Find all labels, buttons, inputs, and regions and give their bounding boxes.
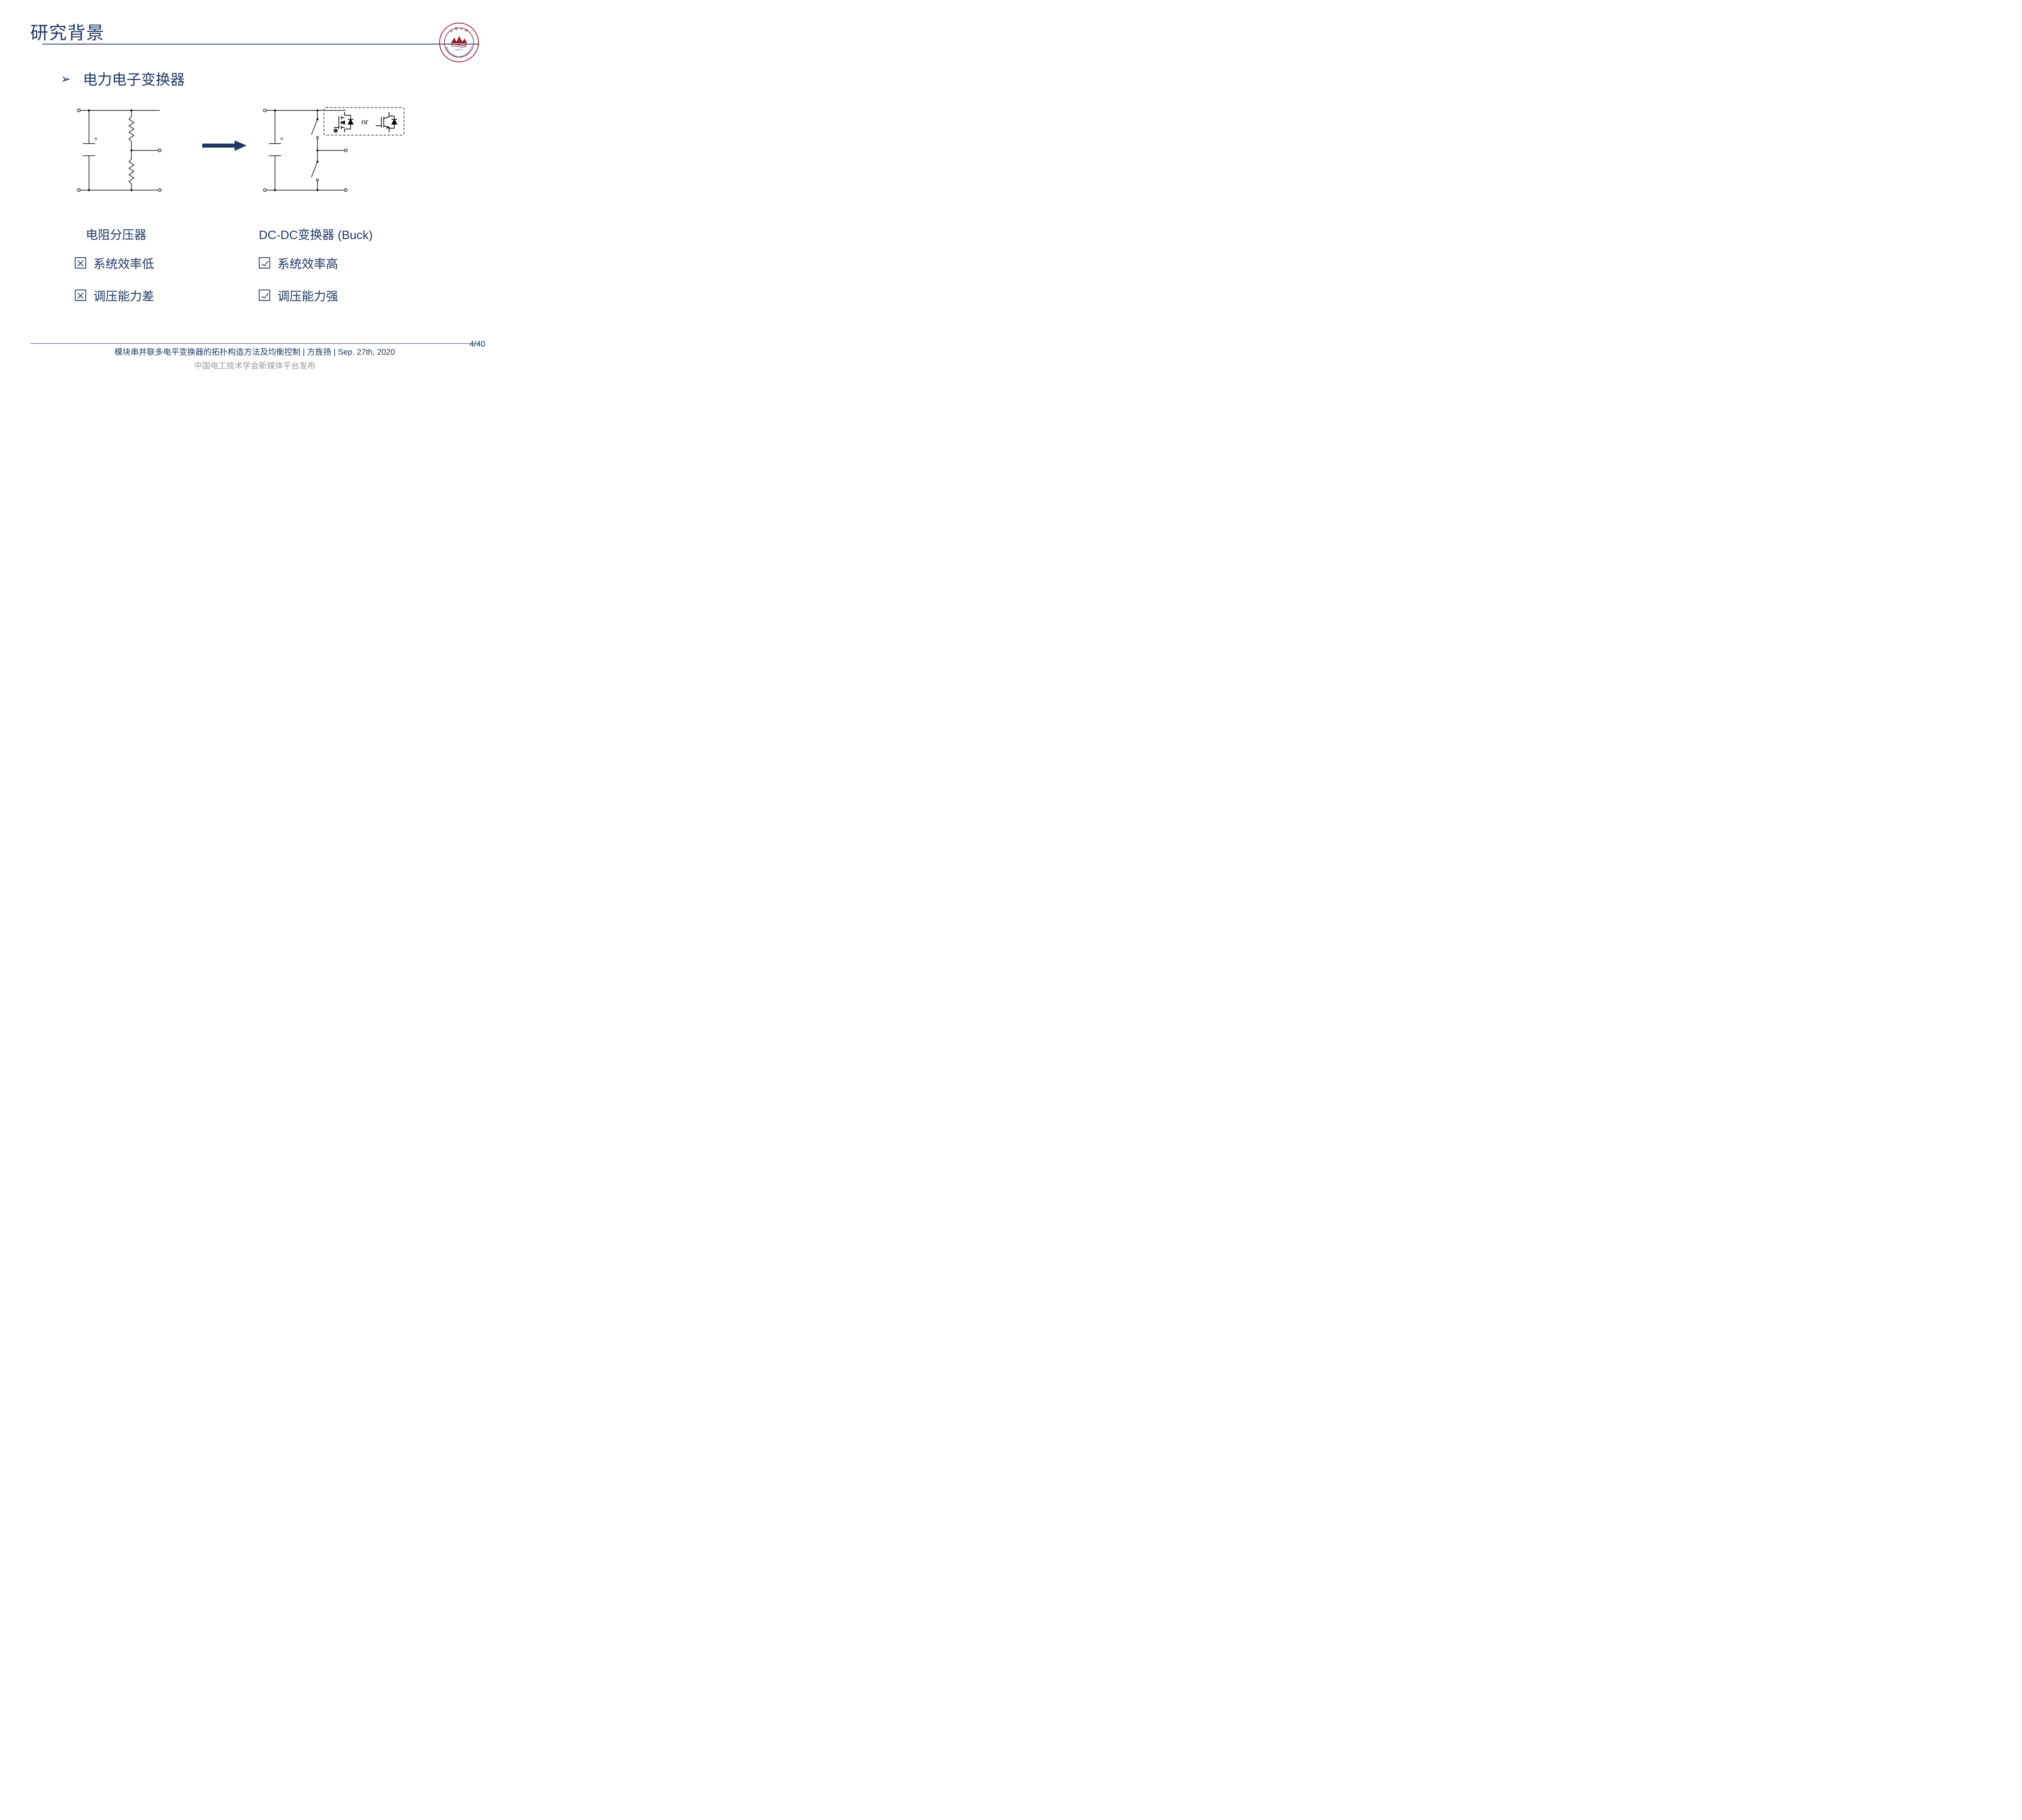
check-icon: [259, 290, 270, 301]
bullet-text: 系统效率高: [277, 254, 338, 272]
logo-year: 1 9 0 1: [455, 49, 463, 51]
svg-text:+: +: [280, 135, 284, 143]
section-title: 电力电子变换器: [83, 68, 185, 89]
page-number: 4/40: [470, 340, 485, 349]
transition-arrow-icon: [202, 140, 247, 152]
svg-text:SHANDONG UNIVERSITY: SHANDONG UNIVERSITY: [445, 46, 474, 59]
university-logo: 山 東 大 學 SHANDONG UNIVERSITY 1 9 0 1: [439, 22, 479, 63]
footer-publisher: 中国电工技术学会新媒体平台发布: [0, 359, 510, 371]
left-caption: 电阻分压器: [86, 225, 146, 243]
bullet-item: 系统效率低: [75, 254, 154, 272]
cross-icon: [75, 257, 86, 269]
svg-text:山 東 大 學: 山 東 大 學: [449, 26, 469, 33]
bullet-text: 系统效率低: [93, 254, 154, 272]
cross-icon: [75, 290, 86, 301]
switch-type-legend: or: [324, 107, 404, 135]
bullet-item: 系统效率高: [259, 254, 338, 272]
legend-or-label: or: [362, 117, 368, 126]
bullet-text: 调压能力差: [93, 286, 154, 304]
left-bullet-list: 系统效率低 调压能力差: [75, 254, 154, 319]
bullet-text: 调压能力强: [277, 286, 338, 304]
right-bullet-list: 系统效率高 调压能力强: [259, 254, 338, 319]
svg-text:+: +: [94, 135, 98, 143]
bullet-item: 调压能力强: [259, 286, 338, 304]
bullet-item: 调压能力差: [75, 286, 154, 304]
right-caption: DC-DC变换器 (Buck): [259, 225, 373, 243]
slide-title: 研究背景: [30, 18, 105, 44]
resistor-divider-circuit: +: [69, 103, 198, 196]
footer-divider: [30, 343, 479, 344]
section-bullet-icon: ➢: [61, 72, 71, 86]
footer-line: 模块串并联多电平变换器的拓扑构造方法及均衡控制 | 方旌扬 | Sep. 27t…: [0, 345, 510, 357]
check-icon: [259, 257, 270, 269]
